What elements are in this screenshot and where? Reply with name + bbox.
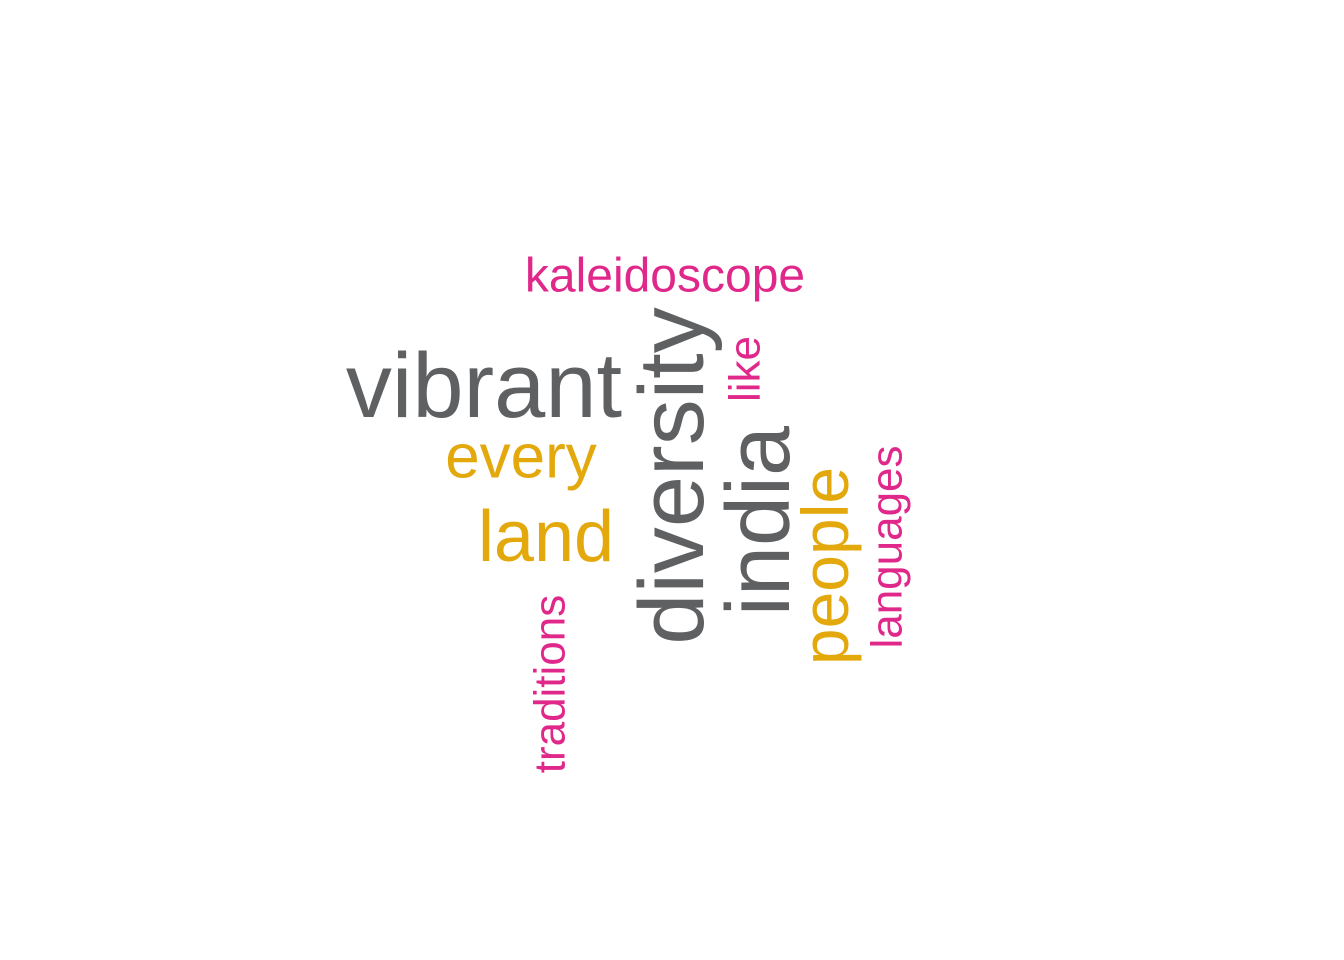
word-languages: languages (863, 445, 912, 648)
word-every: every (445, 423, 597, 492)
word-land: land (478, 497, 614, 577)
word-vibrant: vibrant (346, 335, 622, 437)
word-india: india (709, 425, 809, 616)
word-people: people (788, 467, 862, 665)
word-like: like (721, 336, 770, 402)
word-kaleidoscope: kaleidoscope (525, 250, 805, 303)
word-traditions: traditions (526, 595, 575, 774)
word-diversity: diversity (621, 307, 723, 644)
